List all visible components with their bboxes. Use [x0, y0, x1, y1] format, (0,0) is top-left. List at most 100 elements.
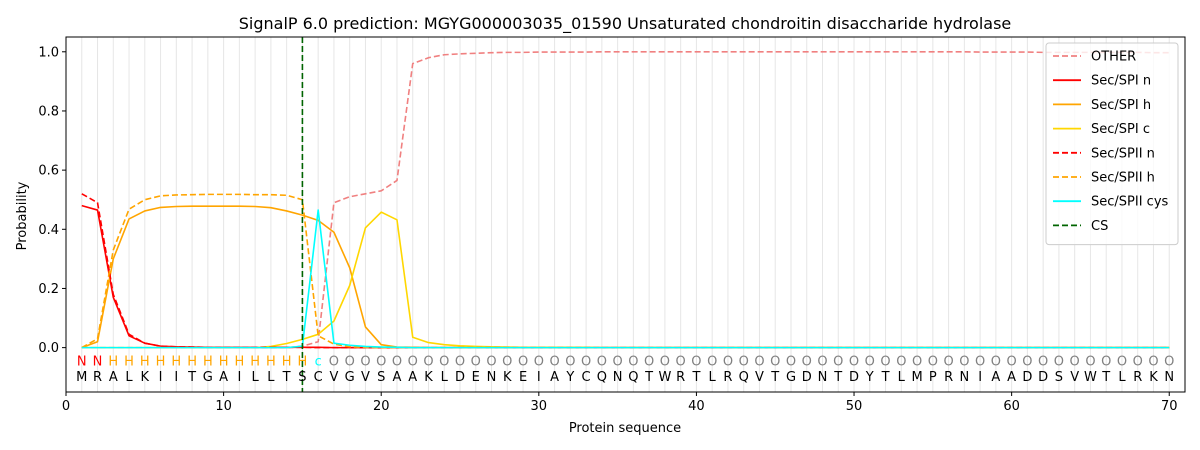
residue-label: S: [1055, 370, 1063, 385]
residue-label: A: [393, 370, 402, 385]
residue-label: T: [644, 370, 653, 385]
region-label: O: [912, 354, 922, 369]
residue-label: C: [314, 370, 323, 385]
residue-label: Y: [865, 370, 874, 385]
x-tick-label: 0: [62, 399, 70, 414]
region-label: O: [991, 354, 1001, 369]
y-axis-label: Probability: [15, 181, 30, 250]
residue-label: T: [770, 370, 779, 385]
region-label: O: [1038, 354, 1048, 369]
region-label: O: [1070, 354, 1080, 369]
residue-label: P: [929, 370, 937, 385]
residue-label: V: [755, 370, 764, 385]
region-label: O: [534, 354, 544, 369]
region-label: H: [140, 354, 150, 369]
region-label: O: [1148, 354, 1158, 369]
residue-label: A: [408, 370, 417, 385]
residue-label: I: [978, 370, 982, 385]
region-label: O: [1085, 354, 1095, 369]
residue-label: D: [455, 370, 465, 385]
residue-label: D: [849, 370, 859, 385]
region-label: H: [234, 354, 244, 369]
region-label: O: [408, 354, 418, 369]
residue-label: I: [237, 370, 241, 385]
residue-label: S: [298, 370, 306, 385]
residue-label: N: [1164, 370, 1174, 385]
region-label: O: [597, 354, 607, 369]
series-line-sec-spii-cys: [81, 209, 1170, 349]
residue-label: D: [1022, 370, 1032, 385]
region-label: O: [754, 354, 764, 369]
residue-label: Q: [739, 370, 749, 385]
residue-label: Y: [565, 370, 574, 385]
residue-label: Q: [628, 370, 638, 385]
region-label: O: [613, 354, 623, 369]
chart-title: SignalP 6.0 prediction: MGYG000003035_01…: [239, 14, 1012, 34]
y-tick-label: 0.0: [38, 341, 59, 356]
axes-frame: [65, 36, 1186, 393]
region-label: O: [676, 354, 686, 369]
x-tick-label: 70: [1161, 399, 1178, 414]
residue-label: R: [723, 370, 732, 385]
x-axis-label: Protein sequence: [569, 421, 681, 436]
y-tick-label: 0.2: [38, 282, 59, 297]
residue-label: L: [1118, 370, 1126, 385]
region-label: O: [644, 354, 654, 369]
residue-label: G: [345, 370, 355, 385]
residue-label: R: [93, 370, 102, 385]
region-label: H: [219, 354, 229, 369]
region-label: O: [1007, 354, 1017, 369]
region-label: N: [77, 354, 87, 369]
legend-entry: Sec/SPII cys: [1091, 195, 1169, 210]
region-label: O: [928, 354, 938, 369]
region-label: O: [423, 354, 433, 369]
residue-label: L: [267, 370, 275, 385]
legend-entry: Sec/SPI c: [1091, 122, 1150, 137]
residue-label: S: [377, 370, 385, 385]
region-label: O: [392, 354, 402, 369]
region-label: O: [817, 354, 827, 369]
region-label: O: [943, 354, 953, 369]
residue-label: T: [282, 370, 291, 385]
region-label: O: [833, 354, 843, 369]
residue-label: I: [537, 370, 541, 385]
region-label: O: [581, 354, 591, 369]
region-label: O: [770, 354, 780, 369]
residue-label: V: [1070, 370, 1079, 385]
residue-label: T: [833, 370, 842, 385]
region-label: O: [345, 354, 355, 369]
axes: 0 10 20 30 40 50 60 70 0.0 0.2 0.4 0.6 0.8 1.0: [38, 36, 1186, 414]
region-label: O: [376, 354, 386, 369]
region-label: H: [108, 354, 118, 369]
residue-label: L: [252, 370, 260, 385]
region-label: N: [93, 354, 103, 369]
residue-label: C: [582, 370, 591, 385]
plot-background: [66, 37, 1185, 392]
region-label: H: [171, 354, 181, 369]
series-lines: [81, 50, 1170, 349]
legend-entry: Sec/SPI n: [1091, 74, 1151, 89]
region-label: O: [1054, 354, 1064, 369]
region-label: O: [786, 354, 796, 369]
residue-label: A: [219, 370, 228, 385]
legend-entry: Sec/SPII h: [1091, 171, 1155, 186]
residue-label: I: [174, 370, 178, 385]
region-label: O: [849, 354, 859, 369]
region-label: O: [975, 354, 985, 369]
legend: OTHER Sec/SPI n Sec/SPI h Sec/SPI c Sec/SPII…: [1045, 42, 1179, 246]
residue-label: G: [203, 370, 213, 385]
region-label: H: [298, 354, 308, 369]
region-label: O: [565, 354, 575, 369]
residue-label: N: [487, 370, 497, 385]
residue-label: K: [1149, 370, 1158, 385]
region-label: O: [486, 354, 496, 369]
legend-entry: Sec/SPI h: [1091, 98, 1151, 113]
residue-label: D: [1038, 370, 1048, 385]
region-label: O: [660, 354, 670, 369]
region-label: H: [250, 354, 260, 369]
y-tick-label: 0.8: [38, 104, 59, 119]
y-tick-label: 0.4: [38, 223, 59, 238]
residue-label: N: [818, 370, 828, 385]
